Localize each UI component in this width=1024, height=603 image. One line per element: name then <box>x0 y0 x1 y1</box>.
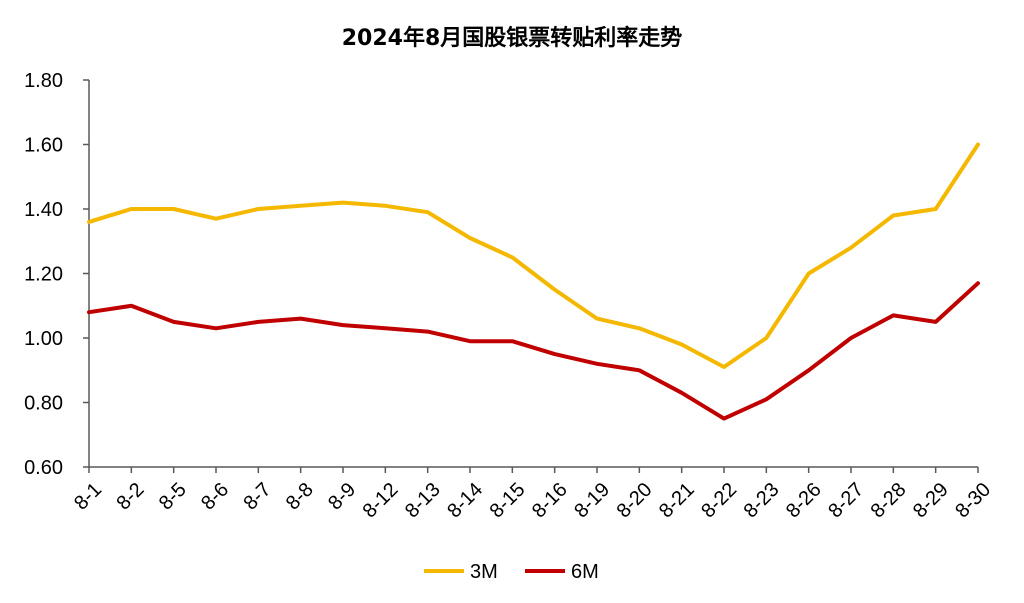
x-tick-label: 8-12 <box>359 479 403 523</box>
x-tick-label: 8-28 <box>867 479 911 523</box>
legend-label-6m: 6M <box>571 561 599 583</box>
y-tick-label: 1.80 <box>24 70 63 92</box>
x-tick-label: 8-29 <box>909 479 953 523</box>
y-tick-label: 0.60 <box>24 457 63 479</box>
y-tick-label: 1.00 <box>24 328 63 350</box>
y-tick-label: 1.60 <box>24 135 63 157</box>
x-tick-label: 8-19 <box>570 479 614 523</box>
x-tick-label: 8-15 <box>486 479 530 523</box>
series-line-3m <box>87 142 980 369</box>
x-tick-label: 8-6 <box>197 479 233 515</box>
y-tick-label: 1.20 <box>24 264 63 286</box>
x-tick-label: 8-14 <box>443 479 487 523</box>
x-tick-label: 8-2 <box>112 479 148 515</box>
chart-title: 2024年8月国股银票转贴利率走势 <box>341 26 683 51</box>
x-tick-label: 8-7 <box>239 479 275 515</box>
x-tick-label: 8-23 <box>740 479 784 523</box>
x-tick-label: 8-21 <box>655 479 699 523</box>
x-tick-label: 8-26 <box>782 479 826 523</box>
x-tick-label: 8-16 <box>528 479 572 523</box>
x-tick-label: 8-13 <box>401 479 445 523</box>
x-tick-label: 8-20 <box>613 479 657 523</box>
x-tick-label: 8-30 <box>951 479 995 523</box>
y-tick-label: 0.80 <box>24 393 63 415</box>
legend-label-3m: 3M <box>470 561 498 583</box>
x-tick-label: 8-8 <box>282 479 318 515</box>
y-tick-label: 1.40 <box>24 199 63 221</box>
series-line-6m <box>87 281 980 421</box>
x-tick-label: 8-5 <box>155 479 191 515</box>
x-tick-label: 8-9 <box>324 479 360 515</box>
x-tick-label: 8-27 <box>824 479 868 523</box>
x-tick-label: 8-22 <box>697 479 741 523</box>
x-tick-label: 8-1 <box>70 479 106 515</box>
